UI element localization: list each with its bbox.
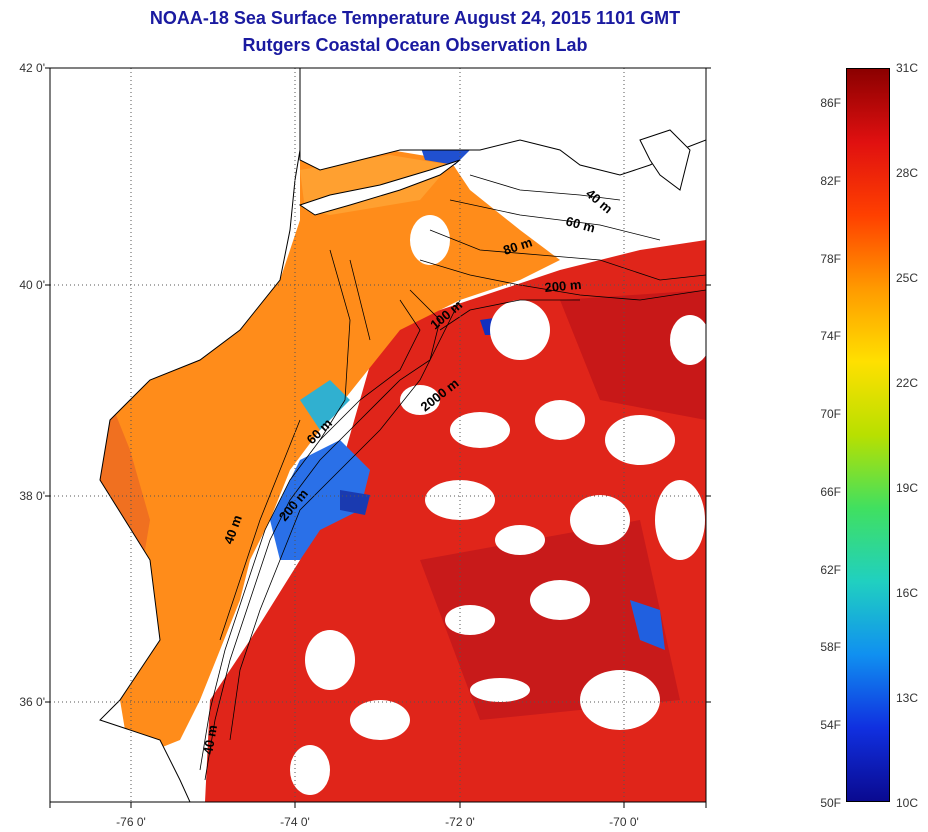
graticule (50, 68, 706, 802)
cloud-mask (290, 175, 706, 795)
contour-label: 60 m (564, 213, 597, 235)
lon-tick-label: -70 0' (609, 815, 639, 829)
lon-tick-label: -76 0' (116, 815, 146, 829)
shelf-water-region (100, 150, 560, 760)
land-new-england (299, 68, 706, 176)
temperature-colorbar (846, 68, 890, 802)
colorbar-f-label: 58F (820, 640, 841, 654)
colorbar-f-label: 54F (820, 718, 841, 732)
map-subtitle: Rutgers Coastal Ocean Observation Lab (242, 35, 588, 55)
colorbar-c-label: 19C (896, 481, 919, 495)
lon-tick-label: -74 0' (280, 815, 310, 829)
colorbar-f-label: 82F (820, 174, 841, 188)
lat-tick-label: 38 0' (19, 489, 45, 503)
colorbar-f-label: 86F (820, 96, 841, 110)
land-mid-atlantic (50, 68, 301, 802)
colorbar-f-label: 50F (820, 796, 841, 810)
land-cape-cod (639, 129, 691, 191)
map-frame (49, 67, 707, 803)
colorbar-f-label: 78F (820, 252, 841, 266)
lat-tick-label: 40 0' (19, 278, 45, 292)
colorbar-c-label: 16C (896, 586, 919, 600)
map-title: NOAA-18 Sea Surface Temperature August 2… (149, 8, 681, 28)
cold-water-filament (270, 440, 370, 560)
land-long-island (298, 159, 461, 216)
contour-label: 40 m (200, 724, 220, 756)
colorbar-f-label: 74F (820, 329, 841, 343)
lon-tick-label: -72 0' (445, 815, 475, 829)
bathymetry-contours (199, 174, 706, 781)
colorbar-f-label: 62F (820, 563, 841, 577)
colorbar-c-label: 25C (896, 271, 919, 285)
colorbar-c-label: 22C (896, 376, 919, 390)
colorbar-f-label: 70F (820, 407, 841, 421)
colorbar-c-label: 10C (896, 796, 919, 810)
colorbar-f-label: 66F (820, 485, 841, 499)
lat-tick-label: 36 0' (19, 695, 45, 709)
lat-tick-label: 42 0' (19, 61, 45, 75)
colorbar-c-label: 28C (896, 166, 919, 180)
colorbar-c-label: 13C (896, 691, 919, 705)
colorbar-c-label: 31C (896, 61, 919, 75)
contour-label: 200 m (544, 277, 582, 295)
